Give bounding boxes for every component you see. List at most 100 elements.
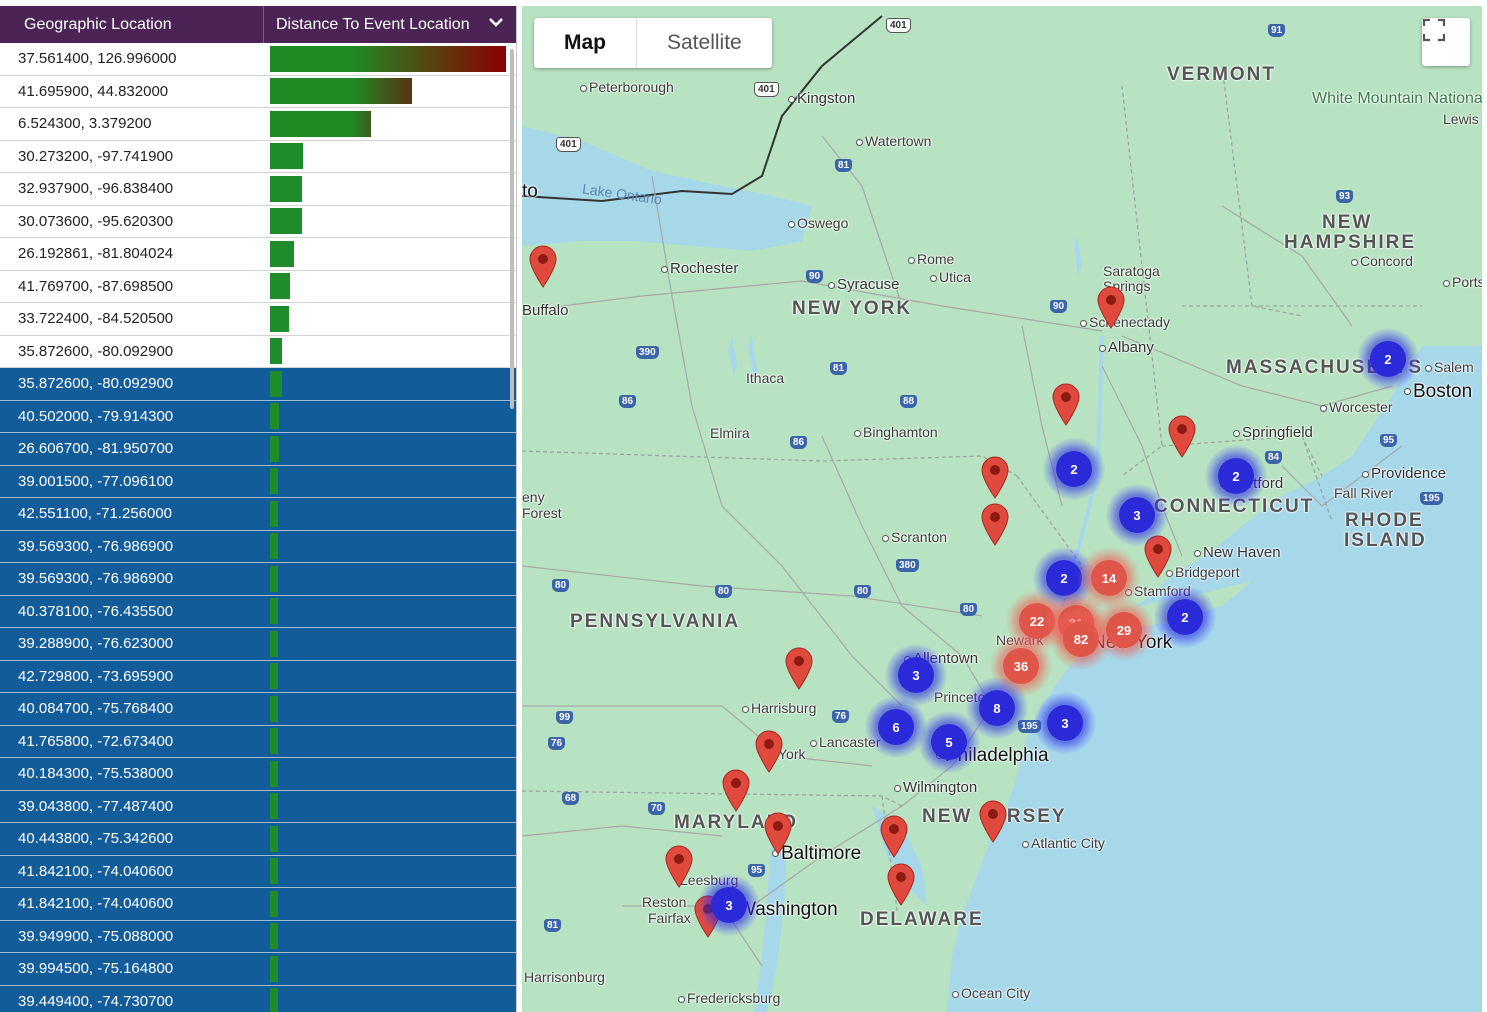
map-marker-icon[interactable]: [721, 768, 751, 812]
cluster-marker[interactable]: 8: [966, 677, 1028, 739]
highway-shield-icon: 80: [552, 579, 570, 592]
geographic-location-cell: 37.561400, 126.996000: [18, 50, 177, 68]
table-row[interactable]: 30.273200, -97.741900: [0, 141, 516, 173]
cluster-marker[interactable]: 6: [865, 696, 927, 758]
geographic-location-cell: 41.842100, -74.040600: [18, 862, 174, 880]
geographic-location-cell: 33.722400, -84.520500: [18, 310, 174, 328]
highway-shield-icon: 195: [1420, 492, 1443, 505]
table-row[interactable]: 39.288900, -76.623000: [0, 628, 516, 661]
table-row[interactable]: 35.872600, -80.092900: [0, 336, 516, 368]
chevron-down-icon[interactable]: [486, 12, 506, 32]
column-header-location[interactable]: Geographic Location: [0, 6, 264, 43]
map-marker-icon[interactable]: [879, 814, 909, 858]
map-marker-icon[interactable]: [528, 244, 558, 288]
table-row[interactable]: 6.524300, 3.379200: [0, 108, 516, 141]
cluster-marker[interactable]: 2: [1205, 445, 1267, 507]
cluster-marker[interactable]: 2: [1043, 438, 1105, 500]
label-reston: Reston: [642, 894, 687, 910]
geographic-location-cell: 39.001500, -77.096100: [18, 472, 174, 490]
table-row[interactable]: 42.729800, -73.695900: [0, 660, 516, 693]
table-row[interactable]: 40.443800, -75.342600: [0, 823, 516, 856]
cluster-marker[interactable]: 29: [1093, 599, 1155, 661]
cluster-marker[interactable]: 2: [1357, 328, 1419, 390]
geographic-location-cell: 41.842100, -74.040600: [18, 895, 174, 913]
table-row[interactable]: 39.001500, -77.096100: [0, 465, 516, 498]
highway-shield-icon: 84: [1265, 451, 1283, 464]
table-row[interactable]: 33.722400, -84.520500: [0, 303, 516, 336]
cluster-marker[interactable]: 2: [1154, 586, 1216, 648]
map-marker-icon[interactable]: [886, 862, 916, 906]
geographic-location-cell: 40.443800, -75.342600: [18, 830, 174, 848]
map-marker-icon[interactable]: [980, 502, 1010, 546]
table-row[interactable]: 41.695900, 44.832000: [0, 76, 516, 108]
map-marker-icon[interactable]: [978, 799, 1008, 843]
highway-shield-icon: 76: [832, 710, 850, 723]
table-row[interactable]: 39.043800, -77.487400: [0, 790, 516, 823]
column-header-distance-label: Distance To Event Location: [276, 15, 470, 33]
geographic-location-cell: 41.765800, -72.673400: [18, 732, 174, 750]
table-row[interactable]: 39.949900, -75.088000: [0, 920, 516, 953]
geographic-location-cell: 40.378100, -76.435500: [18, 602, 174, 620]
distance-bar: [270, 663, 278, 690]
table-row[interactable]: 39.569300, -76.986900: [0, 563, 516, 596]
label-york: York: [778, 746, 806, 762]
geographic-location-cell: 41.695900, 44.832000: [18, 82, 169, 100]
cluster-marker[interactable]: 3: [698, 874, 760, 936]
cluster-marker[interactable]: 3: [1106, 484, 1168, 546]
scrollbar[interactable]: [510, 49, 514, 409]
map-marker-icon[interactable]: [1096, 285, 1126, 329]
table-row[interactable]: 39.569300, -76.986900: [0, 530, 516, 563]
highway-shield-icon: 70: [648, 802, 666, 815]
highway-shield-icon: 80: [854, 585, 872, 598]
distance-bar: [270, 110, 371, 137]
table-row[interactable]: 32.937900, -96.838400: [0, 173, 516, 206]
table-row[interactable]: 26.606700, -81.950700: [0, 433, 516, 466]
distance-bar: [270, 78, 412, 105]
table-row[interactable]: 39.994500, -75.164800: [0, 953, 516, 986]
table-row[interactable]: 40.184300, -75.538000: [0, 758, 516, 791]
table-row[interactable]: 37.561400, 126.996000: [0, 43, 516, 76]
table-row[interactable]: 30.073600, -95.620300: [0, 206, 516, 238]
map-marker-icon[interactable]: [784, 646, 814, 690]
cluster-marker[interactable]: 3: [885, 644, 947, 706]
map-marker-icon[interactable]: [1167, 414, 1197, 458]
cluster-marker[interactable]: 3: [1034, 692, 1096, 754]
map-type-satellite-button[interactable]: Satellite: [667, 31, 742, 54]
highway-shield-icon: 88: [900, 395, 918, 408]
label-fairfax: Fairfax: [648, 910, 691, 926]
map-marker-icon[interactable]: [1051, 382, 1081, 426]
distance-bar: [270, 565, 278, 592]
map[interactable]: Map Satellite VERMONT NEW HAMPSHIRE MASS…: [522, 6, 1482, 1012]
table-row[interactable]: 40.378100, -76.435500: [0, 595, 516, 628]
cluster-marker[interactable]: 5: [918, 711, 980, 773]
table-row[interactable]: 40.084700, -75.768400: [0, 693, 516, 726]
table-row[interactable]: 40.502000, -79.914300: [0, 400, 516, 433]
distance-bar: [270, 240, 294, 267]
table-row[interactable]: 42.551100, -71.256000: [0, 498, 516, 531]
map-marker-icon[interactable]: [754, 729, 784, 773]
distance-bar: [270, 955, 278, 982]
map-type-map-button[interactable]: Map: [534, 18, 637, 68]
map-marker-icon[interactable]: [763, 811, 793, 855]
table-row[interactable]: 41.842100, -74.040600: [0, 855, 516, 888]
table-row[interactable]: 39.449400, -74.730700: [0, 985, 516, 1012]
highway-shield-icon: 86: [619, 395, 637, 408]
cluster-count: 8: [979, 690, 1015, 726]
geographic-location-cell: 39.043800, -77.487400: [18, 797, 174, 815]
column-header-distance[interactable]: Distance To Event Location: [264, 6, 516, 43]
highway-shield-icon: 95: [1380, 434, 1398, 447]
geographic-location-cell: 40.502000, -79.914300: [18, 407, 174, 425]
table-row[interactable]: 41.842100, -74.040600: [0, 888, 516, 921]
map-marker-icon[interactable]: [980, 455, 1010, 499]
table-row[interactable]: 41.769700, -87.698500: [0, 271, 516, 303]
highway-shield-icon: 81: [835, 159, 853, 172]
table-row[interactable]: 26.192861, -81.804024: [0, 238, 516, 271]
fullscreen-button[interactable]: [1422, 18, 1470, 66]
map-marker-icon[interactable]: [664, 844, 694, 888]
label-wilmington: Wilmington: [894, 779, 977, 796]
table-row[interactable]: 35.872600, -80.092900: [0, 368, 516, 401]
distance-bar: [270, 305, 289, 332]
label-saratoga: Saratoga Springs: [1103, 263, 1160, 294]
fullscreen-icon: [1422, 18, 1446, 42]
table-row[interactable]: 41.765800, -72.673400: [0, 725, 516, 758]
